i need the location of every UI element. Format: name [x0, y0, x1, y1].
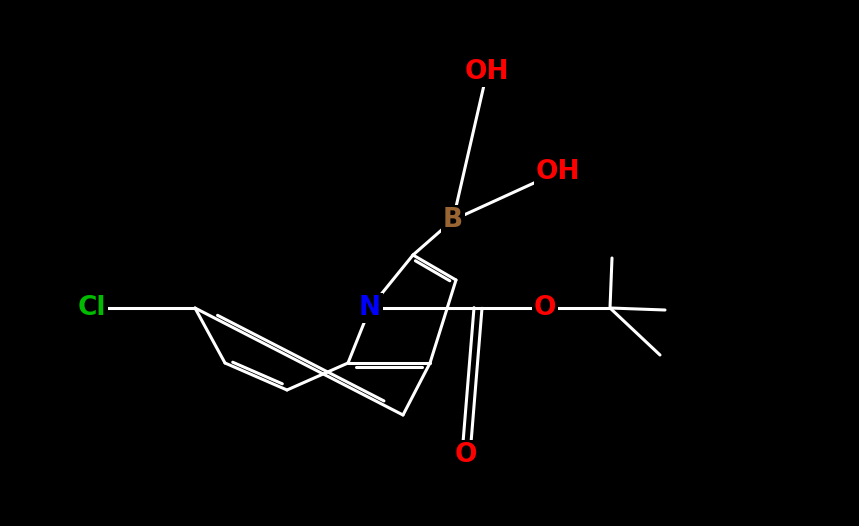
- Text: B: B: [443, 207, 463, 233]
- Text: O: O: [533, 295, 557, 321]
- Text: O: O: [454, 442, 478, 468]
- Text: OH: OH: [465, 59, 509, 85]
- Text: Cl: Cl: [78, 295, 107, 321]
- Text: N: N: [359, 295, 381, 321]
- Text: OH: OH: [536, 159, 580, 185]
